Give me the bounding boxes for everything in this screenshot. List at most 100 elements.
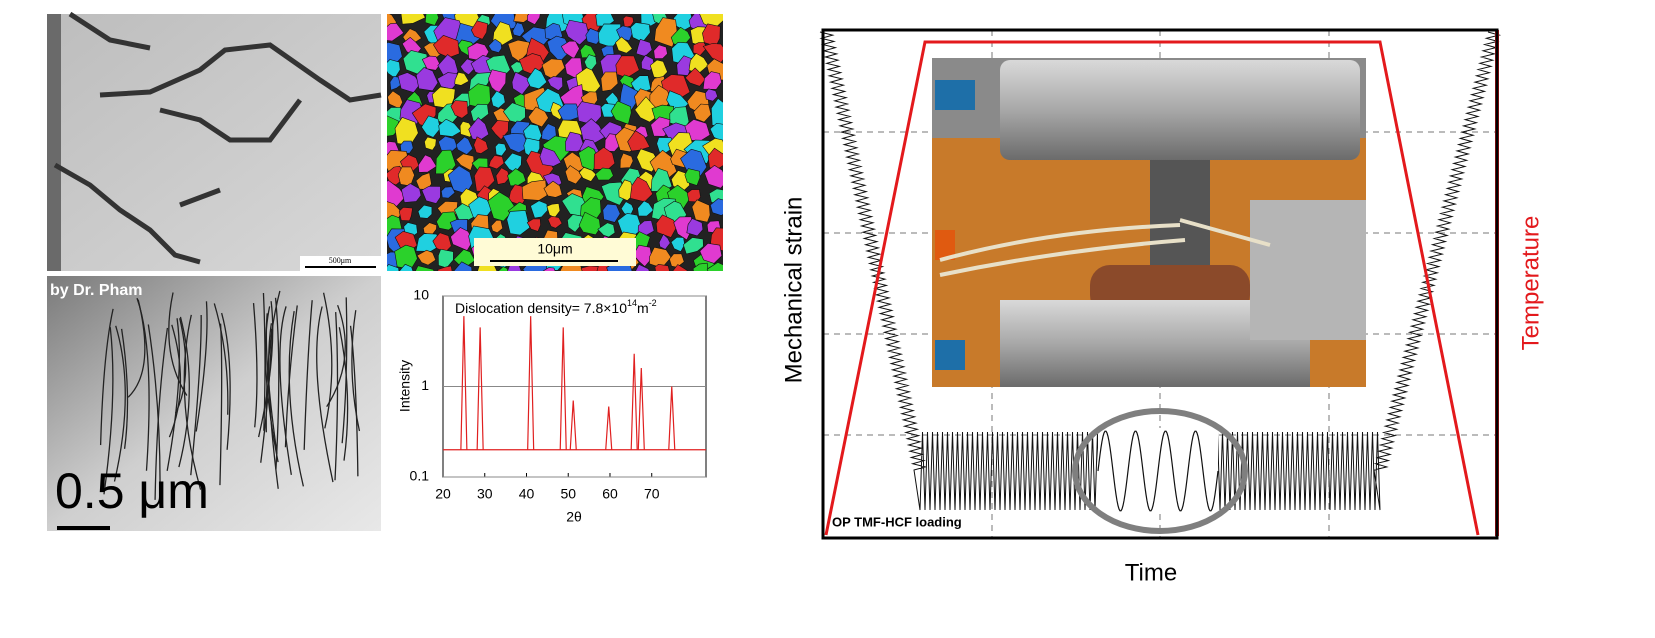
grain [421,185,441,204]
dislocation [264,306,279,463]
dislocation [257,301,274,438]
grain [415,265,434,271]
grain [686,218,704,237]
dislocation [166,318,181,471]
x-tick-label: 70 [644,486,660,502]
peak [637,368,645,450]
grain [513,14,530,23]
dislocation [288,311,305,487]
y2-axis-label: Temperature [1517,216,1544,351]
dislocation [322,292,333,429]
dislocation [334,312,339,481]
peak [605,406,613,450]
grain [450,100,469,119]
annotation: Dislocation density= 7.8×1014m-2 [455,298,657,315]
dislocation [260,328,273,463]
grain [470,20,489,40]
grain [490,120,509,141]
sem-image: 500μm [47,11,382,271]
tmf-schematic: OP TMF-HCF loading Time Mechanical strai… [780,28,1544,586]
grain [502,133,530,153]
scale-bar-label: 500μm [329,256,352,265]
grain [492,21,514,46]
grain [512,22,525,37]
grain [488,154,505,170]
dislocation [265,313,278,454]
grain [398,206,413,222]
grain [454,71,470,86]
grain [415,233,442,252]
grain [387,264,400,271]
grain [401,183,422,203]
dislocation [338,327,349,461]
grain [565,19,590,46]
grain [417,204,433,219]
grain [399,140,414,154]
annotation-unit-exponent: -2 [649,298,657,308]
dislocation [316,306,334,483]
y-tick-label: 1 [421,377,429,393]
dislocation [349,325,359,477]
grain [421,55,441,71]
grain [597,222,616,238]
grain [547,215,563,229]
x-tick-label: 60 [602,486,618,502]
peak [559,327,567,450]
x-tick-label: 30 [477,486,493,502]
grain [600,71,619,92]
grain [673,216,693,241]
grain [526,14,541,25]
grain [526,218,541,232]
grain [565,131,585,152]
grain [684,67,706,87]
y-axis-label: Mechanical strain [780,197,807,384]
grain [490,90,506,109]
grain [692,262,709,271]
grain [497,266,510,271]
ebsd-image: 10μm [387,14,723,271]
grain [494,142,507,157]
peak [630,353,638,450]
scale-bar-label: 0.5 μm [55,463,209,519]
dislocation [190,314,202,476]
grain [495,167,510,185]
test-rig-photo [932,58,1366,387]
grain [438,118,462,137]
grain [424,136,437,151]
dislocation [219,323,223,486]
grain [684,168,701,186]
y-tick-label: 0.1 [410,468,430,484]
grain [539,146,562,167]
x-axis-label: Time [1125,559,1177,586]
grain [680,148,708,177]
dislocation [103,327,114,495]
y-axis-label: Intensity [397,360,413,412]
grain [601,181,625,206]
grain [530,200,548,219]
dislocation [326,304,346,408]
grain [543,180,563,198]
grain [627,130,651,152]
dislocation [147,324,161,489]
tem-image: by Dr. Pham 0.5 μm [47,276,381,531]
x-tick-label: 20 [435,486,451,502]
grain [682,237,704,255]
grain [704,165,723,189]
peak [668,386,676,450]
dislocation [174,318,187,414]
grain [417,154,437,173]
dislocation [168,292,188,396]
grain [595,167,614,181]
y-tick-label: 10 [413,287,429,303]
dislocation [252,302,258,428]
grain [542,267,556,271]
grain [521,179,548,201]
x-axis-label: 2θ [566,509,582,525]
grain [709,198,723,216]
grain [399,263,414,271]
dislocation [303,300,313,450]
dislocation [351,310,361,432]
grain [437,265,453,271]
grain [670,236,686,253]
